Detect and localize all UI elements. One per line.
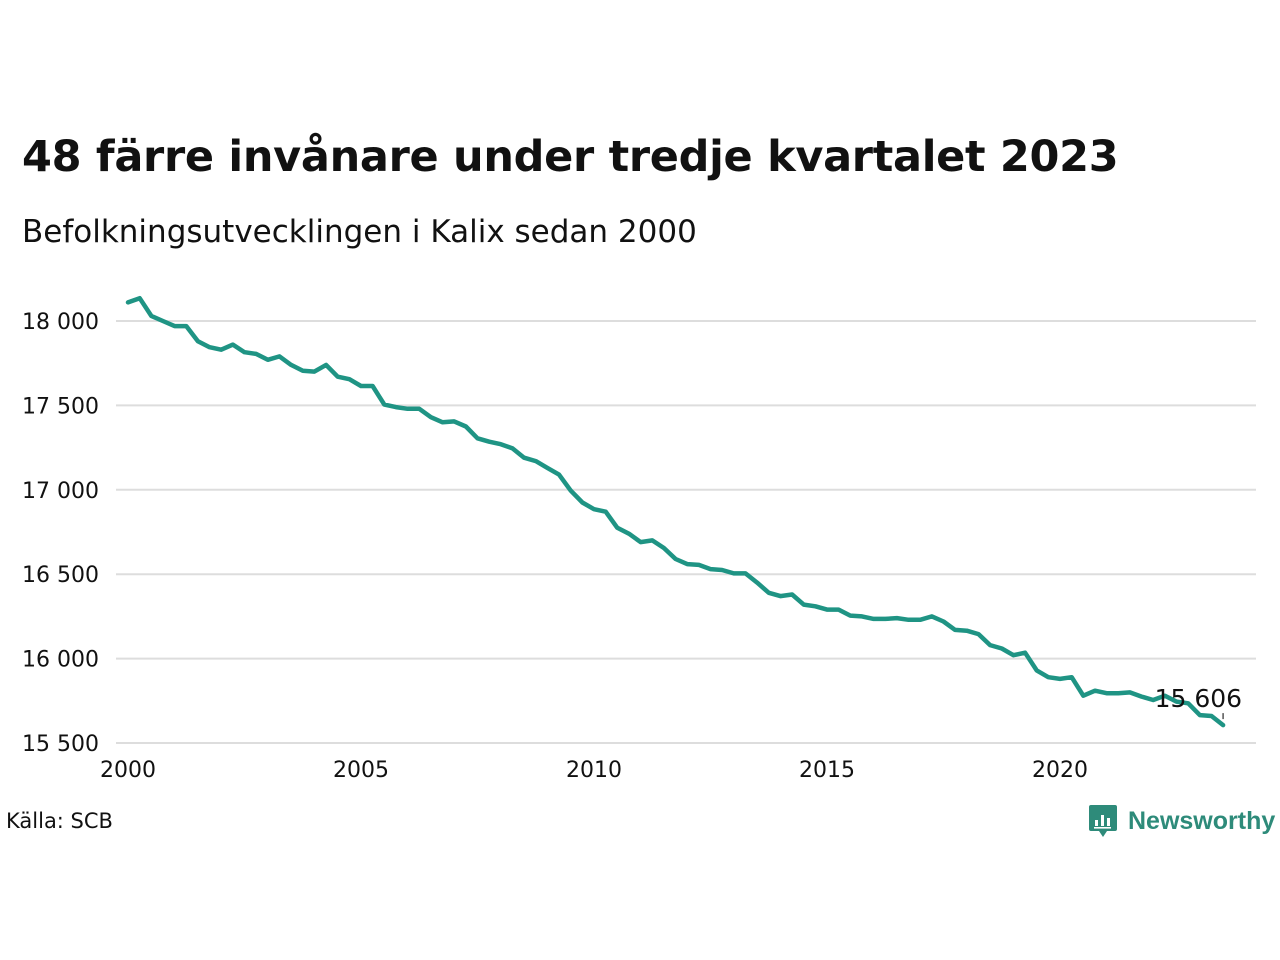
y-tick-label: 17 500 [22, 394, 99, 419]
brand-logo: Newsworthy [1088, 803, 1275, 839]
chart-title: 48 färre invånare under tredje kvartalet… [22, 132, 1119, 182]
x-tick-label: 2020 [1032, 758, 1088, 783]
newsworthy-logo-icon [1089, 805, 1117, 837]
y-tick-label: 17 000 [22, 479, 99, 504]
y-tick-label: 15 500 [22, 732, 99, 757]
annotations: 15 606 [1155, 684, 1242, 720]
series-line [125, 295, 1226, 728]
y-axis: 15 500 16 000 16 500 17 000 17 500 18 000 [22, 310, 99, 757]
gridlines [116, 320, 1256, 744]
y-tick-label: 18 000 [22, 310, 99, 335]
x-tick-label: 2010 [566, 758, 622, 783]
series [125, 295, 1226, 728]
source-note: Källa: SCB [6, 809, 113, 833]
y-tick-label: 16 500 [22, 563, 99, 588]
x-tick-label: 2000 [100, 758, 156, 783]
end-value-label: 15 606 [1155, 684, 1242, 713]
x-tick-label: 2005 [333, 758, 389, 783]
y-tick-label: 16 000 [22, 648, 99, 673]
x-axis: 2000 2005 2010 2015 2020 [100, 758, 1088, 783]
x-tick-label: 2015 [799, 758, 855, 783]
chart-subtitle: Befolkningsutvecklingen i Kalix sedan 20… [22, 214, 697, 250]
brand-name: Newsworthy [1128, 806, 1276, 835]
